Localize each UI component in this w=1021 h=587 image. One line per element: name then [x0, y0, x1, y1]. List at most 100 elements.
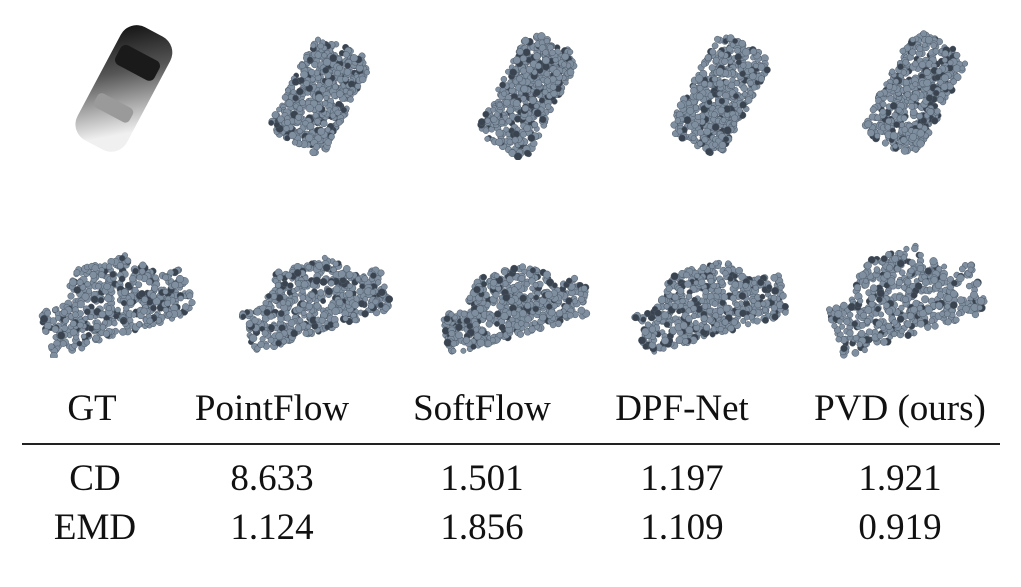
point	[177, 295, 184, 302]
point	[267, 336, 275, 344]
point	[523, 124, 531, 132]
point	[119, 328, 127, 336]
point	[722, 270, 729, 277]
point	[369, 289, 377, 296]
point	[912, 81, 919, 88]
point	[924, 305, 933, 314]
point	[98, 310, 106, 318]
point	[473, 285, 481, 294]
point	[694, 113, 702, 121]
point	[512, 99, 521, 108]
point	[956, 296, 965, 305]
point	[95, 283, 102, 290]
point	[561, 61, 568, 68]
point	[691, 121, 699, 129]
point	[116, 262, 124, 270]
point	[323, 95, 330, 101]
point	[542, 89, 549, 96]
point	[739, 101, 747, 109]
point	[131, 286, 139, 294]
metric-row-emd: EMD 1.124 1.856 1.109 0.919	[0, 504, 1021, 552]
point	[533, 109, 542, 118]
point	[739, 70, 746, 78]
point	[853, 283, 862, 292]
point	[731, 273, 738, 280]
point	[352, 316, 359, 324]
point	[921, 42, 928, 48]
point	[551, 282, 558, 289]
point	[283, 314, 291, 322]
point	[268, 119, 275, 126]
point	[851, 349, 860, 357]
gt-side-view-point-cloud	[28, 238, 198, 358]
cd-value-dpf-net: 1.197	[640, 458, 724, 499]
point	[959, 65, 966, 72]
point	[947, 59, 954, 66]
point	[952, 64, 961, 73]
point	[367, 302, 375, 310]
point	[86, 288, 93, 295]
point	[869, 106, 877, 114]
point	[268, 324, 275, 332]
point	[679, 321, 688, 330]
point	[663, 303, 670, 310]
point	[521, 104, 529, 112]
point	[480, 273, 487, 281]
point	[935, 68, 943, 75]
point	[967, 266, 974, 273]
point	[867, 129, 875, 137]
point	[513, 152, 523, 160]
point	[84, 280, 91, 288]
point	[908, 103, 916, 110]
point	[503, 126, 510, 133]
point	[308, 291, 316, 299]
point	[970, 290, 978, 299]
point	[863, 261, 872, 270]
point	[685, 326, 694, 335]
point	[139, 268, 146, 275]
point	[846, 329, 854, 337]
pvd-side-view-point-cloud	[815, 228, 990, 360]
point	[916, 129, 925, 138]
point	[898, 269, 906, 276]
point	[700, 61, 707, 68]
point	[505, 118, 512, 125]
point	[739, 62, 747, 69]
point	[891, 319, 898, 326]
emd-value-pointflow: 1.124	[230, 507, 314, 548]
point	[663, 321, 671, 328]
point	[276, 274, 284, 281]
point	[273, 121, 281, 129]
point	[281, 280, 289, 288]
point	[861, 347, 868, 354]
point	[698, 278, 706, 286]
point	[944, 303, 951, 310]
point	[299, 294, 307, 301]
point	[283, 125, 290, 132]
point	[69, 320, 77, 328]
point	[739, 309, 747, 318]
point	[510, 264, 519, 273]
point	[757, 278, 765, 287]
point	[641, 327, 650, 336]
point	[443, 338, 452, 347]
point	[936, 96, 944, 104]
point	[503, 98, 511, 107]
point	[916, 112, 924, 120]
point	[702, 288, 709, 295]
point	[752, 284, 759, 291]
point	[330, 266, 337, 273]
point	[120, 288, 129, 296]
point	[743, 314, 750, 321]
point	[716, 79, 725, 88]
point	[496, 101, 503, 108]
emd-value-dpf-net: 1.109	[640, 507, 724, 548]
point	[886, 264, 894, 272]
point	[332, 260, 339, 267]
point	[73, 334, 79, 341]
point	[900, 136, 908, 144]
point	[893, 121, 900, 128]
point	[671, 303, 679, 310]
point	[501, 269, 508, 276]
point	[319, 277, 328, 286]
